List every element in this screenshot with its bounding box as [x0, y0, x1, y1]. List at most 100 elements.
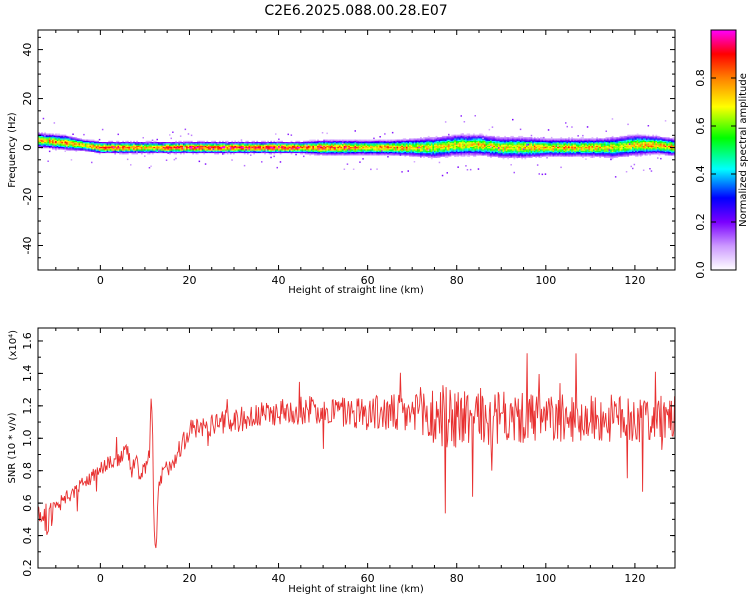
- heatmap-cell: [354, 149, 357, 151]
- heatmap-cell: [268, 149, 271, 151]
- heatmap-cell: [165, 159, 168, 161]
- heatmap-cell: [156, 144, 159, 146]
- heatmap-cell: [565, 149, 567, 151]
- heatmap-cell: [533, 148, 536, 150]
- heatmap-cell: [360, 140, 363, 143]
- heatmap-cell: [214, 148, 216, 150]
- heatmap-cell: [47, 134, 50, 136]
- heatmap-cell: [243, 144, 246, 146]
- heatmap-cell: [169, 150, 171, 152]
- heatmap-cell: [602, 153, 605, 155]
- heatmap-cell: [427, 139, 430, 141]
- heatmap-cell: [546, 149, 549, 151]
- heatmap-cell: [530, 142, 533, 144]
- heatmap-cell: [468, 149, 471, 151]
- heatmap-cell: [239, 146, 241, 149]
- heatmap-cell: [409, 151, 411, 154]
- heatmap-cell: [187, 148, 190, 150]
- heatmap-cell: [471, 143, 474, 145]
- heatmap-cell: [320, 150, 322, 152]
- heatmap-cell: [351, 154, 354, 156]
- heatmap-cell: [278, 151, 280, 154]
- heatmap-cell: [47, 142, 50, 144]
- heatmap-cell: [119, 151, 121, 154]
- heatmap-cell: [131, 149, 134, 151]
- heatmap-cell: [195, 145, 198, 147]
- heatmap-cell: [443, 138, 446, 140]
- heatmap-cell: [45, 146, 48, 149]
- heatmap-cell: [493, 143, 496, 145]
- heatmap-cell: [597, 140, 600, 143]
- heatmap-cell: [309, 151, 312, 154]
- heatmap-cell: [434, 148, 436, 150]
- heatmap-cell: [384, 148, 386, 150]
- heatmap-cell: [42, 145, 45, 147]
- heatmap-cell: [396, 149, 399, 151]
- heatmap-cell: [108, 140, 110, 143]
- heatmap-cell: [251, 144, 254, 146]
- heatmap-cell: [429, 156, 432, 158]
- heatmap-cell: [376, 140, 379, 143]
- heatmap-cell: [441, 138, 444, 140]
- heatmap-cell: [479, 149, 481, 151]
- heatmap-cell: [543, 138, 545, 140]
- heatmap-cell: [243, 149, 246, 151]
- heatmap-cell: [334, 146, 336, 149]
- heatmap-cell: [476, 138, 478, 140]
- heatmap-cell: [536, 146, 539, 149]
- heatmap-cell: [466, 155, 469, 157]
- heatmap-cell: [490, 137, 492, 139]
- heatmap-cell: [493, 148, 496, 150]
- heatmap-cell: [246, 151, 249, 154]
- heatmap-cell: [315, 146, 318, 149]
- heatmap-cell: [139, 145, 142, 147]
- heatmap-cell: [117, 143, 120, 145]
- heatmap-cell: [77, 139, 79, 141]
- heatmap-cell: [493, 146, 496, 149]
- heatmap-cell: [326, 146, 329, 149]
- heatmap-cell: [540, 143, 542, 145]
- heatmap-cell: [159, 146, 162, 149]
- heatmap-cell: [413, 144, 416, 146]
- heatmap-cell: [97, 149, 99, 151]
- heatmap-cell: [257, 151, 260, 154]
- heatmap-cell: [116, 146, 118, 149]
- heatmap-cell: [462, 134, 464, 136]
- heatmap-cell: [125, 151, 128, 154]
- heatmap-cell: [619, 154, 622, 156]
- heatmap-cell: [343, 144, 346, 146]
- heatmap-cell: [426, 145, 428, 147]
- heatmap-cell: [605, 150, 608, 152]
- heatmap-cell: [466, 142, 469, 144]
- heatmap-cell: [476, 153, 478, 155]
- heatmap-cell: [101, 143, 104, 145]
- heatmap-cell: [137, 142, 140, 144]
- heatmap-cell: [496, 150, 499, 152]
- heatmap-cell: [597, 143, 600, 145]
- heatmap-cell: [393, 140, 396, 143]
- heatmap-cell: [482, 143, 485, 145]
- heatmap-cell: [485, 139, 488, 141]
- heatmap-cell: [50, 133, 53, 135]
- heatmap-cell: [415, 154, 418, 156]
- heatmap-cell: [515, 140, 517, 143]
- heatmap-cell: [579, 142, 581, 144]
- heatmap-cell: [204, 146, 207, 149]
- heatmap-cell: [384, 143, 386, 145]
- heatmap-cell: [605, 156, 608, 158]
- heatmap-cell: [38, 139, 40, 141]
- heatmap-cell: [164, 150, 167, 152]
- heatmap-cell: [494, 144, 497, 146]
- heatmap-cell: [367, 146, 369, 149]
- heatmap-cell: [462, 140, 464, 143]
- heatmap-cell: [602, 142, 605, 144]
- heatmap-cell: [101, 146, 104, 149]
- heatmap-cell: [432, 138, 435, 140]
- heatmap-cell: [377, 151, 380, 154]
- heatmap-cell: [167, 144, 170, 146]
- heatmap-cell: [285, 142, 288, 144]
- heatmap-cell: [122, 153, 124, 155]
- heatmap-cell: [558, 146, 561, 149]
- heatmap-cell: [352, 151, 355, 154]
- heatmap-cell: [415, 142, 418, 144]
